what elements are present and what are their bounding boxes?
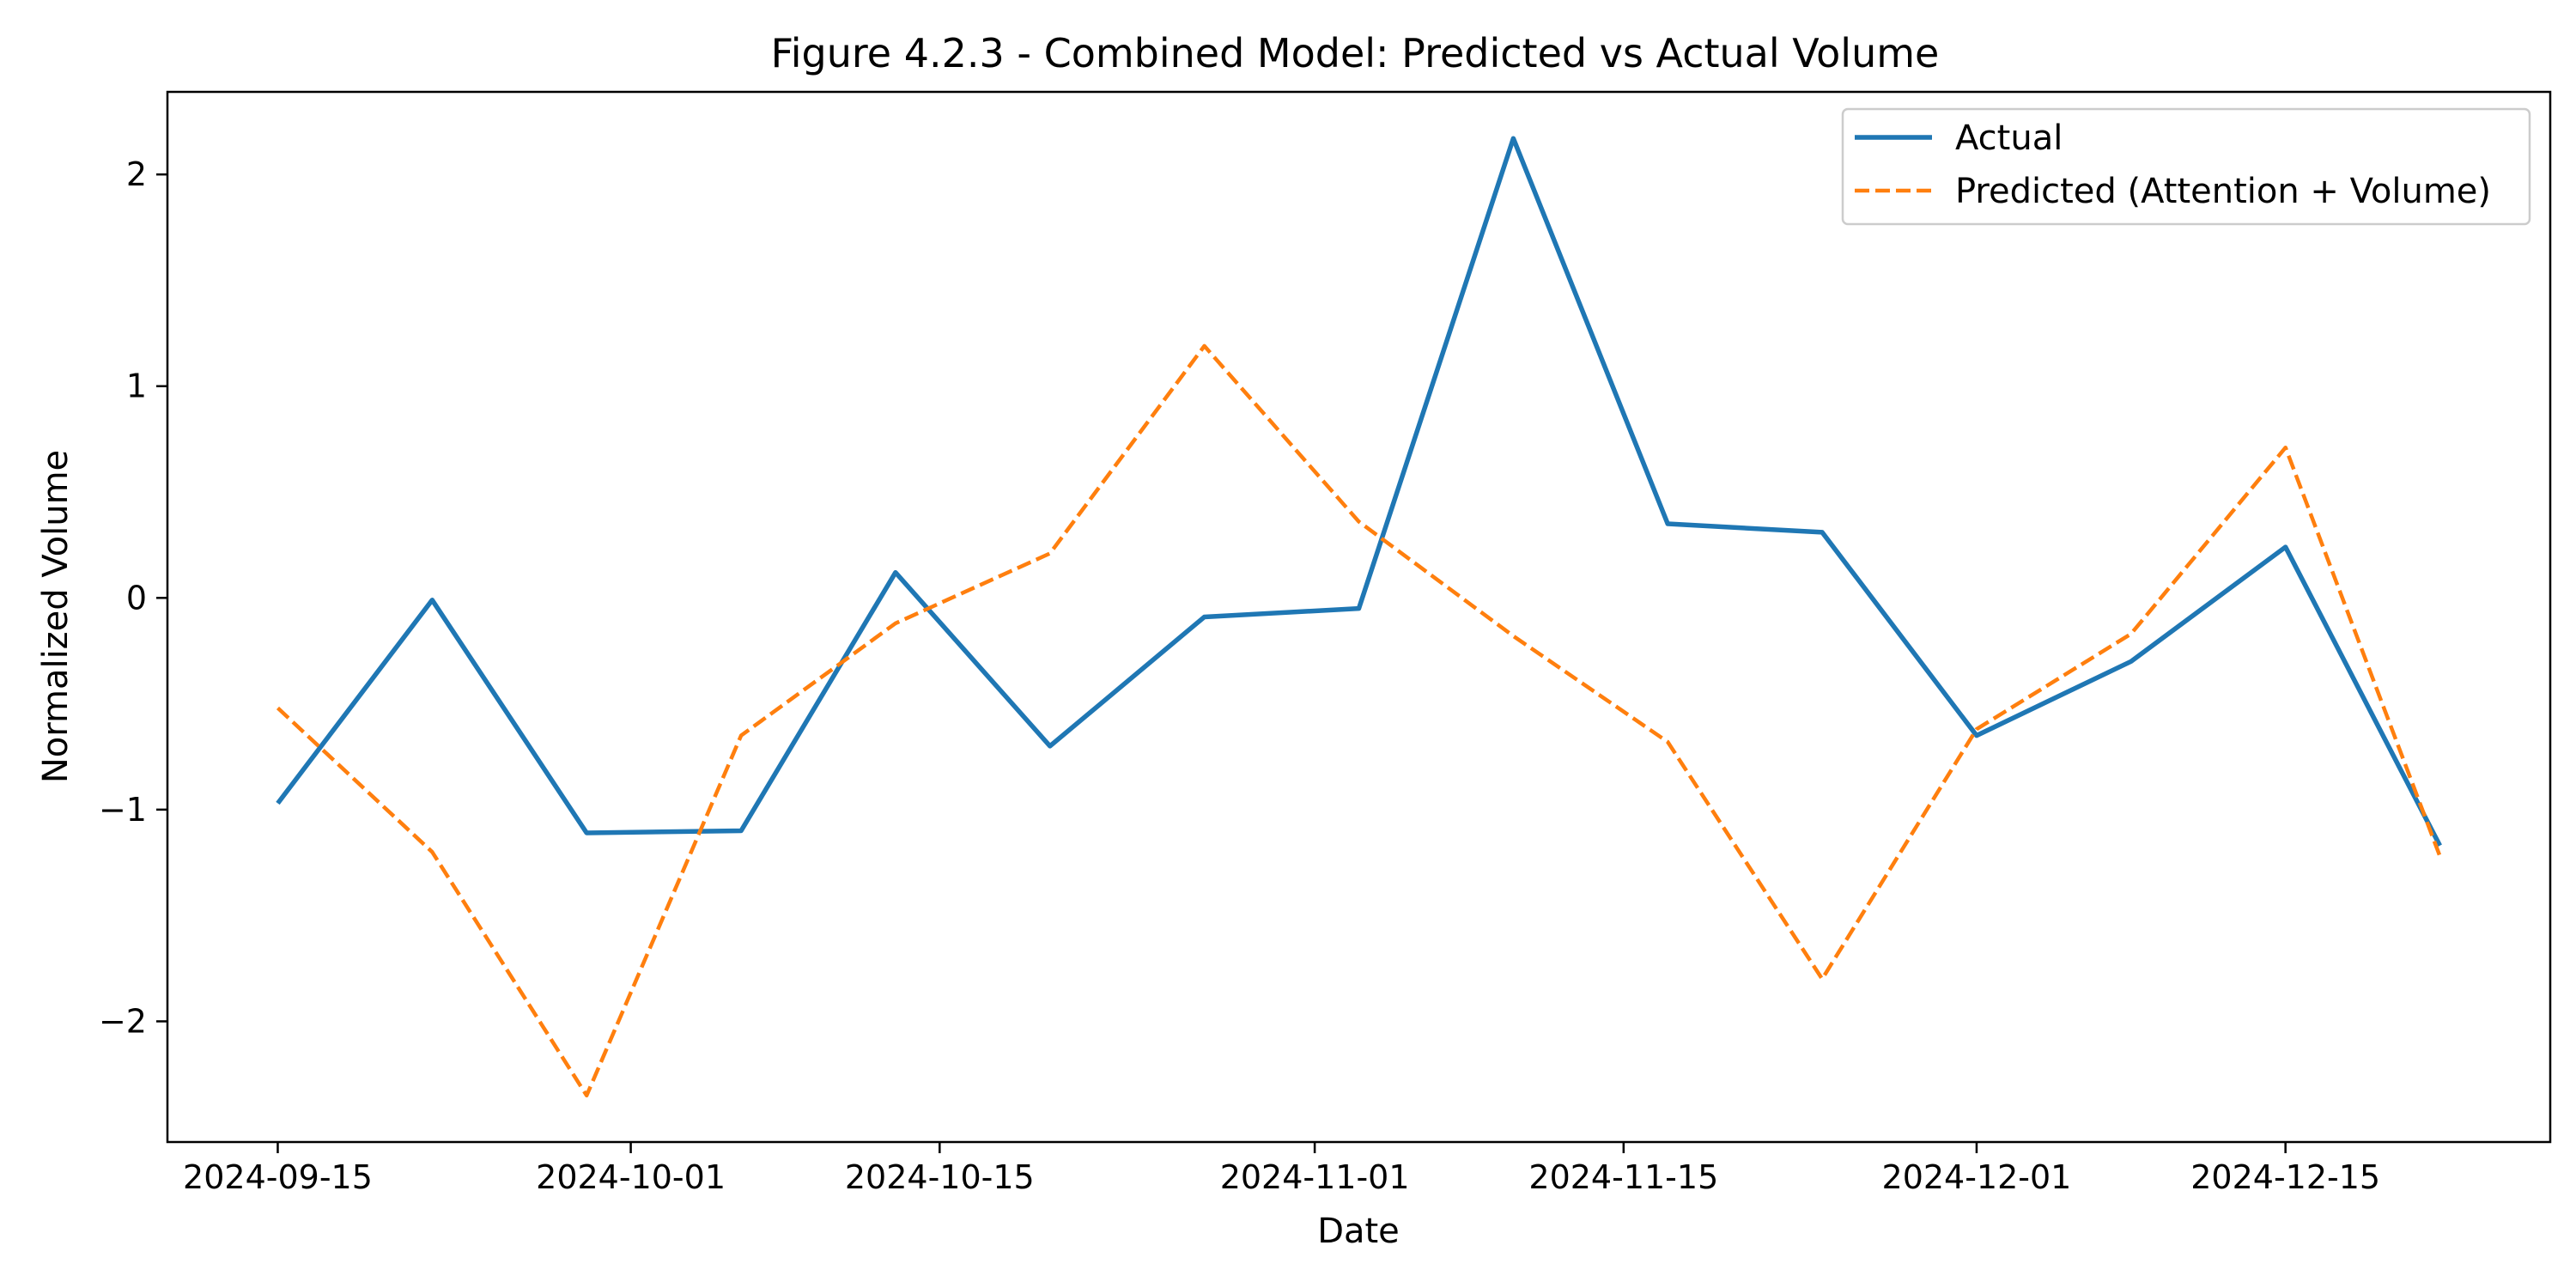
- y-tick-label: 2: [126, 155, 147, 193]
- y-tick-label: 0: [126, 579, 147, 617]
- x-tick-label: 2024-10-15: [845, 1158, 1035, 1196]
- x-tick-label: 2024-12-01: [1882, 1158, 2072, 1196]
- chart-title: Figure 4.2.3 - Combined Model: Predicted…: [771, 30, 1940, 76]
- series-line-actual: [276, 136, 2442, 848]
- plot-frame: [166, 90, 2552, 1144]
- x-tick-label: 2024-09-15: [183, 1158, 373, 1196]
- x-tick-label: 2024-11-01: [1220, 1158, 1410, 1196]
- x-tick-label: 2024-10-01: [536, 1158, 726, 1196]
- y-tick-label: −1: [99, 791, 147, 829]
- plot-area: [276, 136, 2442, 1098]
- series-line-predicted: [276, 343, 2442, 1098]
- legend-frame: [1841, 107, 2531, 226]
- y-tick-label: 1: [126, 368, 147, 405]
- x-tick-label: 2024-11-15: [1528, 1158, 1718, 1196]
- legend-label-predicted: Predicted (Attention + Volume): [1955, 172, 2491, 211]
- x-tick-label: 2024-12-15: [2190, 1158, 2380, 1196]
- y-tick-label: −2: [99, 1002, 147, 1040]
- legend: Actual Predicted (Attention + Volume): [1841, 107, 2531, 226]
- legend-label-actual: Actual: [1955, 118, 2063, 158]
- y-axis-label: Normalized Volume: [36, 450, 76, 783]
- x-axis-label: Date: [1317, 1212, 1400, 1251]
- axis-ticks: 2024-09-15 2024-10-01 2024-10-15 2024-11-01…: [99, 155, 2380, 1196]
